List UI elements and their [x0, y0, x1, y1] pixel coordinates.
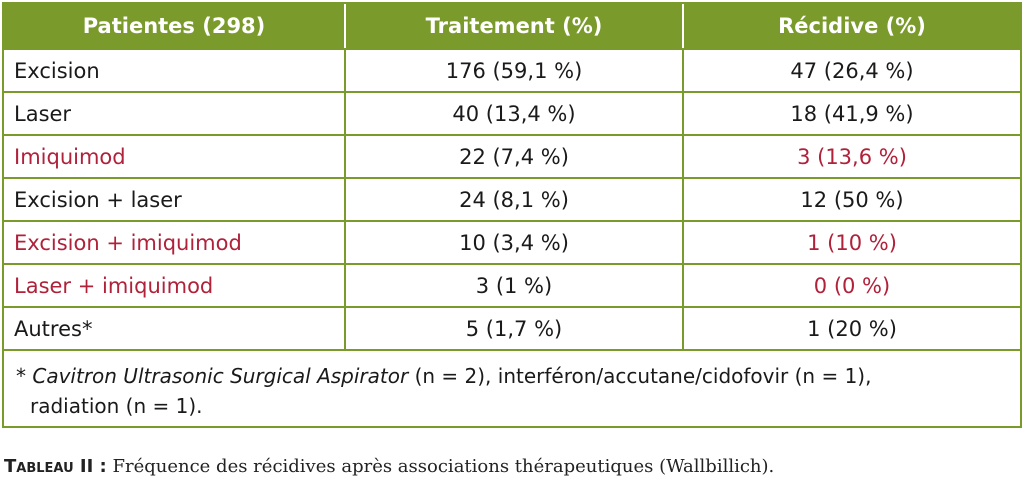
row-label: Autres*	[14, 316, 93, 341]
row-recidive: 3 (13,6 %)	[682, 136, 1020, 177]
table-row: Excision + laser 24 (8,1 %) 12 (50 %)	[4, 177, 1020, 220]
table-row: Laser + imiquimod 3 (1 %) 0 (0 %)	[4, 263, 1020, 306]
header-recidive: Récidive (%)	[682, 4, 1020, 48]
table-row: Excision 176 (59,1 %) 47 (26,4 %)	[4, 48, 1020, 91]
caption-label: Tableau II :	[4, 456, 107, 477]
row-recidive: 47 (26,4 %)	[682, 50, 1020, 91]
caption-text: Fréquence des récidives après associatio…	[106, 456, 775, 477]
header-patientes: Patientes (298)	[82, 14, 266, 38]
row-label: Laser	[14, 101, 72, 126]
header-traitement: Traitement (%)	[344, 4, 682, 48]
row-label: Excision + imiquimod	[14, 230, 242, 255]
table-footnote: * Cavitron Ultrasonic Surgical Aspirator…	[4, 349, 1020, 426]
row-traitement: 22 (7,4 %)	[344, 136, 682, 177]
row-recidive: 1 (10 %)	[682, 222, 1020, 263]
row-traitement: 10 (3,4 %)	[344, 222, 682, 263]
row-label: Imiquimod	[14, 144, 126, 169]
row-traitement: 40 (13,4 %)	[344, 93, 682, 134]
table-row: Laser 40 (13,4 %) 18 (41,9 %)	[4, 91, 1020, 134]
row-recidive: 1 (20 %)	[682, 308, 1020, 349]
data-table: Patientes (298) Traitement (%) Récidive …	[2, 2, 1022, 428]
row-recidive: 18 (41,9 %)	[682, 93, 1020, 134]
row-traitement: 24 (8,1 %)	[344, 179, 682, 220]
row-recidive: 0 (0 %)	[682, 265, 1020, 306]
table-row: Autres* 5 (1,7 %) 1 (20 %)	[4, 306, 1020, 349]
table-header-row: Patientes (298) Traitement (%) Récidive …	[4, 4, 1020, 48]
row-label: Laser + imiquimod	[14, 273, 214, 298]
row-traitement: 176 (59,1 %)	[344, 50, 682, 91]
table-row: Imiquimod 22 (7,4 %) 3 (13,6 %)	[4, 134, 1020, 177]
row-recidive: 12 (50 %)	[682, 179, 1020, 220]
table-row: Excision + imiquimod 10 (3,4 %) 1 (10 %)	[4, 220, 1020, 263]
table-caption: Tableau II : Fréquence des récidives apr…	[4, 456, 774, 477]
row-label: Excision	[14, 58, 100, 83]
row-label: Excision + laser	[14, 187, 182, 212]
row-traitement: 5 (1,7 %)	[344, 308, 682, 349]
footnote-line-2: radiation (n = 1).	[30, 394, 203, 418]
row-traitement: 3 (1 %)	[344, 265, 682, 306]
footnote-line-1: * Cavitron Ultrasonic Surgical Aspirator…	[16, 364, 872, 388]
